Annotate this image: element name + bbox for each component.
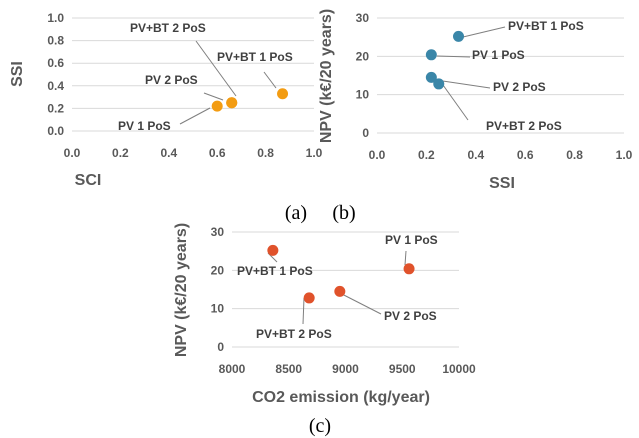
y-tick-label: 1.0 [47, 11, 64, 25]
chart-c: 0 10 20 30 8000 8500 9000 9500 10000 CO2 emission… [173, 223, 476, 406]
data-point [303, 292, 315, 304]
y-tick-label: 0.8 [47, 34, 64, 48]
point-label: PV+BT 1 PoS [217, 50, 293, 64]
y-tick-label: 0.0 [47, 124, 64, 138]
data-point [334, 285, 346, 297]
x-axis-label: SSI [489, 175, 515, 192]
data-point [403, 263, 415, 275]
data-point [277, 88, 289, 100]
leader-line [435, 79, 491, 89]
point-label: PV+BT 1 PoS [508, 19, 584, 33]
leader-line [195, 40, 237, 97]
y-tick-label: 0 [362, 126, 369, 140]
x-tick-label: 8500 [275, 362, 302, 376]
x-tick-label: 0.6 [517, 148, 534, 162]
x-tick-label: 0.4 [467, 148, 484, 162]
x-axis-label: CO2 emission (kg/year) [252, 389, 430, 406]
y-tick-label: 20 [211, 263, 225, 277]
data-point [425, 71, 437, 83]
point-label: PV 1 PoS [385, 233, 438, 247]
x-tick-label: 8000 [219, 362, 246, 376]
point-label: PV+BT 2 PoS [130, 21, 206, 35]
leader-line [436, 55, 471, 58]
leader-line [442, 84, 469, 121]
x-tick-label: 0.2 [418, 148, 435, 162]
y-tick-label: 0.2 [47, 101, 64, 115]
x-tick-label: 9000 [332, 362, 359, 376]
point-label: PV 2 PoS [493, 80, 546, 94]
y-tick-label: 0 [217, 340, 224, 354]
data-point [425, 49, 437, 61]
y-tick-label: 10 [211, 302, 225, 316]
data-point [211, 100, 223, 112]
x-tick-label: 0.8 [257, 146, 274, 160]
x-tick-label: 0.6 [209, 146, 226, 160]
point-label: PV 2 PoS [384, 309, 437, 323]
point-label: PV 1 PoS [472, 48, 525, 62]
leader-line [179, 107, 211, 125]
y-axis-label: NPV (k€/20 years) [318, 9, 335, 143]
x-tick-label: 0.0 [64, 146, 81, 160]
y-tick-label: 0.6 [47, 56, 64, 70]
data-point [267, 244, 279, 256]
point-label: PV 1 PoS [118, 119, 171, 133]
x-axis-label: SCI [75, 172, 102, 189]
y-axis-label: SSI [9, 61, 26, 87]
x-tick-label: 1.0 [306, 146, 323, 160]
x-tick-label: 1.0 [616, 148, 633, 162]
x-tick-label: 10000 [442, 362, 476, 376]
leader-line [462, 26, 506, 38]
point-label: PV+BT 2 PoS [486, 119, 562, 133]
leader-line [263, 71, 277, 89]
y-axis-label: NPV (k€/20 years) [173, 223, 190, 357]
x-tick-label: 0.0 [369, 148, 386, 162]
y-tick-label: 0.4 [47, 79, 64, 93]
point-label: PV 2 PoS [145, 73, 198, 87]
y-tick-label: 30 [211, 225, 225, 239]
chart-a: 0.0 0.2 0.4 0.6 0.8 1.0 0.0 0.2 0.4 0.6 0.8 1.0 SCI S… [9, 11, 323, 189]
caption-b: (b) [332, 202, 355, 224]
y-tick-label: 30 [356, 11, 370, 25]
data-point [433, 78, 445, 90]
caption-c: (c) [309, 415, 331, 437]
chart-b: 0 10 20 30 0.0 0.2 0.4 0.6 0.8 1.0 SSI NPV (k€/20 y… [318, 9, 633, 192]
point-label: PV+BT 2 PoS [256, 327, 332, 341]
x-tick-label: 0.2 [112, 146, 129, 160]
x-tick-label: 0.4 [160, 146, 177, 160]
leader-line [404, 250, 407, 266]
caption-a: (a) [285, 202, 307, 224]
leader-line [203, 92, 224, 101]
y-tick-label: 20 [356, 49, 370, 63]
x-tick-label: 0.8 [566, 148, 583, 162]
data-point [453, 30, 465, 42]
point-label: PV+BT 1 PoS [237, 264, 313, 278]
data-point [226, 97, 238, 109]
y-tick-label: 10 [356, 88, 370, 102]
leader-line [302, 297, 305, 325]
x-tick-label: 9500 [389, 362, 416, 376]
